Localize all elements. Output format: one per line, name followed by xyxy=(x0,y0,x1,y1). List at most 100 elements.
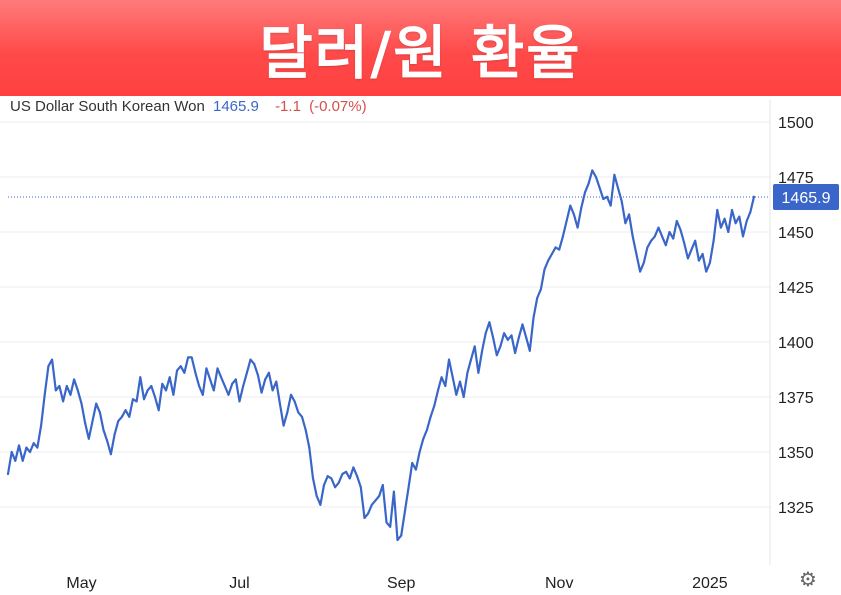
data-point xyxy=(297,411,300,414)
data-point xyxy=(664,244,667,247)
data-point xyxy=(620,200,623,203)
data-point xyxy=(98,411,101,414)
data-point xyxy=(54,389,57,392)
data-point xyxy=(646,246,649,249)
data-point xyxy=(719,226,722,229)
data-point xyxy=(727,231,730,233)
banner-title: 달러/원 환율 xyxy=(259,19,582,87)
y-tick-label: 1475 xyxy=(778,170,814,187)
data-point xyxy=(278,402,281,405)
x-tick-label: Sep xyxy=(387,575,416,592)
data-point xyxy=(326,475,329,478)
data-point xyxy=(168,376,171,379)
data-point xyxy=(323,484,326,486)
data-point xyxy=(95,402,98,405)
gear-icon[interactable]: ⚙ xyxy=(799,569,817,591)
data-point xyxy=(341,473,344,475)
data-point xyxy=(385,521,388,524)
data-point xyxy=(29,451,32,453)
data-point xyxy=(25,446,28,449)
data-point xyxy=(7,473,9,475)
data-point xyxy=(153,396,156,398)
data-point xyxy=(234,378,237,381)
data-point xyxy=(613,173,616,176)
data-point xyxy=(650,239,653,242)
data-point xyxy=(484,332,487,335)
data-point xyxy=(617,187,620,189)
data-point xyxy=(330,477,333,480)
y-tick-label: 1500 xyxy=(778,115,814,132)
data-point xyxy=(275,380,278,383)
data-point xyxy=(150,385,153,387)
data-point xyxy=(131,398,134,401)
data-point xyxy=(400,534,403,537)
y-tick-label: 1450 xyxy=(778,225,814,242)
data-point xyxy=(216,367,219,370)
data-point xyxy=(738,215,741,218)
data-point xyxy=(492,336,495,339)
data-point xyxy=(43,393,46,396)
y-tick-label: 1325 xyxy=(778,500,814,517)
data-point xyxy=(624,222,627,225)
data-point xyxy=(466,371,469,374)
data-point xyxy=(345,470,348,473)
data-point xyxy=(300,415,303,418)
data-point xyxy=(462,396,465,398)
data-point xyxy=(712,239,715,242)
data-point xyxy=(253,363,256,365)
data-point xyxy=(308,446,311,449)
data-point xyxy=(187,356,190,359)
data-point xyxy=(672,237,675,240)
data-point xyxy=(730,209,733,211)
data-point xyxy=(701,253,704,255)
x-axis-ticks: MayJulSepNov2025Mar xyxy=(66,575,727,592)
data-point xyxy=(587,182,590,185)
data-point xyxy=(653,235,656,238)
data-point xyxy=(602,198,605,200)
data-point xyxy=(411,462,414,464)
data-point xyxy=(367,512,370,515)
data-point xyxy=(473,345,476,348)
data-point xyxy=(370,503,373,506)
quote-line: US Dollar South Korean Won 1465.9 -1.1 (… xyxy=(10,97,367,117)
data-point xyxy=(451,376,454,379)
data-point xyxy=(576,226,579,229)
data-point xyxy=(245,371,248,374)
data-point xyxy=(363,517,366,519)
data-point xyxy=(734,222,737,225)
data-point xyxy=(212,389,215,392)
data-point xyxy=(635,253,638,255)
data-point xyxy=(120,415,123,418)
data-point xyxy=(536,297,539,299)
data-point xyxy=(407,486,410,489)
data-point xyxy=(425,429,428,431)
data-point xyxy=(286,411,289,414)
data-point xyxy=(550,253,553,255)
data-point xyxy=(631,235,634,238)
series-line[interactable] xyxy=(6,169,756,542)
data-point xyxy=(525,336,528,339)
data-point xyxy=(209,378,212,381)
data-point xyxy=(583,191,586,194)
data-point xyxy=(113,433,116,436)
data-point xyxy=(319,503,322,506)
data-point xyxy=(580,206,583,209)
data-point xyxy=(201,393,204,396)
data-point xyxy=(429,415,432,418)
data-points xyxy=(7,169,755,541)
data-point xyxy=(565,220,568,222)
data-point xyxy=(293,400,296,403)
data-point xyxy=(18,444,21,447)
data-point xyxy=(146,389,149,392)
data-point xyxy=(249,358,252,361)
data-point xyxy=(220,376,223,379)
instrument-name: US Dollar South Korean Won xyxy=(10,98,205,115)
data-point xyxy=(506,338,509,341)
data-point xyxy=(315,495,318,497)
data-point xyxy=(521,323,524,326)
data-point xyxy=(392,490,395,493)
data-point xyxy=(642,261,645,264)
data-point xyxy=(661,235,664,238)
data-point xyxy=(128,415,131,418)
